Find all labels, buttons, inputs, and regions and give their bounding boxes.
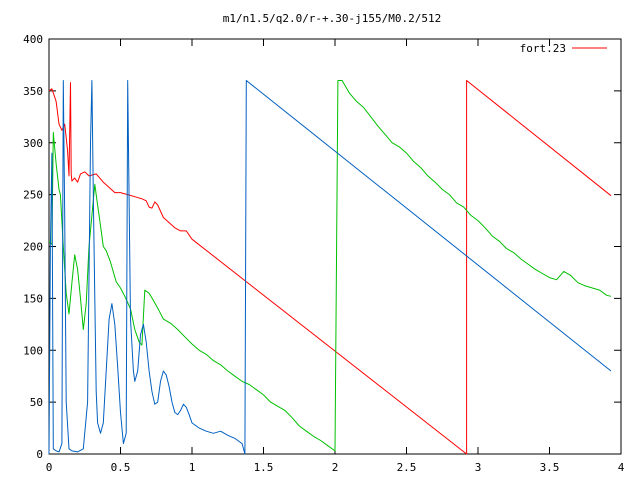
y-tick-label: 50 xyxy=(30,396,43,409)
legend: fort.23 xyxy=(520,42,607,55)
axis-ticks: 0 0.5 1 1.5 2 2.5 3 3.5 4 0 50 100 150 200 250 300 350 40… xyxy=(23,33,625,474)
y-tick-label: 250 xyxy=(23,189,43,202)
chart-title: m1/n1.5/q2.0/r-+.30-j155/M0.2/512 xyxy=(223,12,442,25)
x-tick-label: 2.5 xyxy=(397,461,417,474)
x-tick-label: 4 xyxy=(618,461,625,474)
y-tick-label: 200 xyxy=(23,241,43,254)
series-line-unlabeled-2 xyxy=(48,80,612,455)
y-tick-label: 100 xyxy=(23,344,43,357)
series-layer xyxy=(48,80,612,455)
x-tick-label: 0.5 xyxy=(111,461,131,474)
legend-label-fort23: fort.23 xyxy=(520,42,566,55)
y-tick-label: 300 xyxy=(23,137,43,150)
y-tick-label: 0 xyxy=(36,448,43,461)
x-tick-label: 0 xyxy=(46,461,53,474)
x-tick-label: 2 xyxy=(332,461,339,474)
x-tick-label: 3 xyxy=(475,461,482,474)
y-tick-label: 150 xyxy=(23,292,43,305)
y-tick-label: 400 xyxy=(23,33,43,46)
series-line-unlabeled-1 xyxy=(48,80,612,452)
x-tick-label: 1 xyxy=(189,461,196,474)
x-tick-label: 1.5 xyxy=(254,461,274,474)
series-line-fort-23 xyxy=(48,80,612,455)
y-tick-label: 350 xyxy=(23,85,43,98)
x-tick-label: 3.5 xyxy=(540,461,560,474)
